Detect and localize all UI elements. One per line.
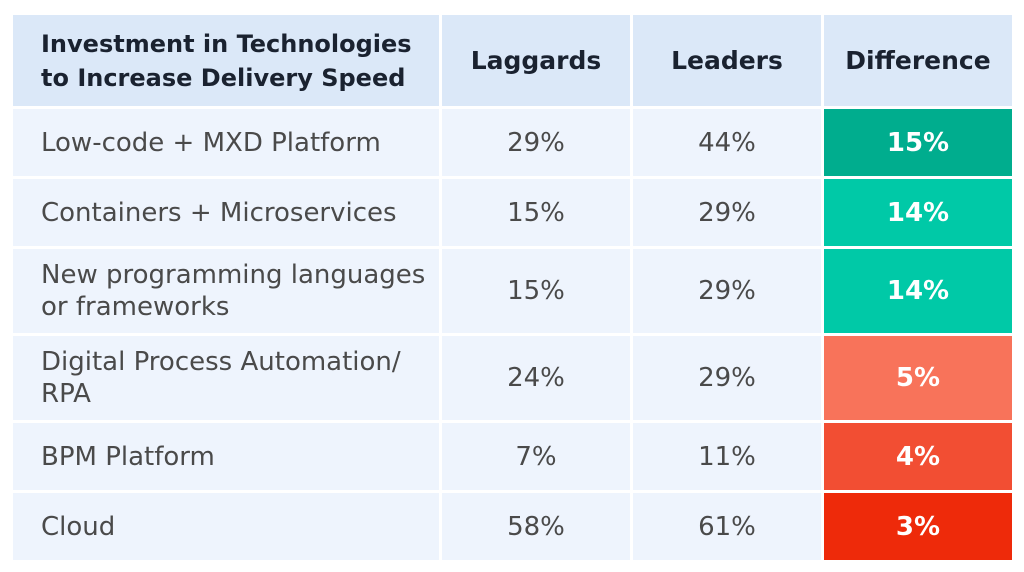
table-row: Digital Process Automation/ RPA 24% 29% … bbox=[13, 336, 1012, 420]
difference-value: 4% bbox=[824, 423, 1012, 490]
column-header-difference: Difference bbox=[824, 15, 1012, 106]
column-header-laggards: Laggards bbox=[442, 15, 630, 106]
laggards-value: 58% bbox=[442, 493, 630, 560]
difference-value: 14% bbox=[824, 179, 1012, 246]
row-label: New programming languages or frameworks bbox=[13, 249, 439, 333]
row-label: Digital Process Automation/ RPA bbox=[13, 336, 439, 420]
leaders-value: 29% bbox=[633, 179, 821, 246]
difference-value: 5% bbox=[824, 336, 1012, 420]
difference-value: 15% bbox=[824, 109, 1012, 176]
table-row: Containers + Microservices 15% 29% 14% bbox=[13, 179, 1012, 246]
laggards-value: 24% bbox=[442, 336, 630, 420]
row-label: Cloud bbox=[13, 493, 439, 560]
technology-investment-table: Investment in Technologies to Increase D… bbox=[10, 12, 1015, 563]
laggards-value: 29% bbox=[442, 109, 630, 176]
laggards-value: 15% bbox=[442, 249, 630, 333]
table-row: BPM Platform 7% 11% 4% bbox=[13, 423, 1012, 490]
leaders-value: 29% bbox=[633, 336, 821, 420]
table-row: New programming languages or frameworks … bbox=[13, 249, 1012, 333]
column-header-leaders: Leaders bbox=[633, 15, 821, 106]
difference-value: 3% bbox=[824, 493, 1012, 560]
row-label: BPM Platform bbox=[13, 423, 439, 490]
row-label: Low-code + MXD Platform bbox=[13, 109, 439, 176]
leaders-value: 61% bbox=[633, 493, 821, 560]
difference-value: 14% bbox=[824, 249, 1012, 333]
leaders-value: 44% bbox=[633, 109, 821, 176]
header-row: Investment in Technologies to Increase D… bbox=[13, 15, 1012, 106]
leaders-value: 29% bbox=[633, 249, 821, 333]
table-row: Cloud 58% 61% 3% bbox=[13, 493, 1012, 560]
leaders-value: 11% bbox=[633, 423, 821, 490]
table-row: Low-code + MXD Platform 29% 44% 15% bbox=[13, 109, 1012, 176]
row-label: Containers + Microservices bbox=[13, 179, 439, 246]
table-title: Investment in Technologies to Increase D… bbox=[13, 15, 439, 106]
laggards-value: 7% bbox=[442, 423, 630, 490]
laggards-value: 15% bbox=[442, 179, 630, 246]
